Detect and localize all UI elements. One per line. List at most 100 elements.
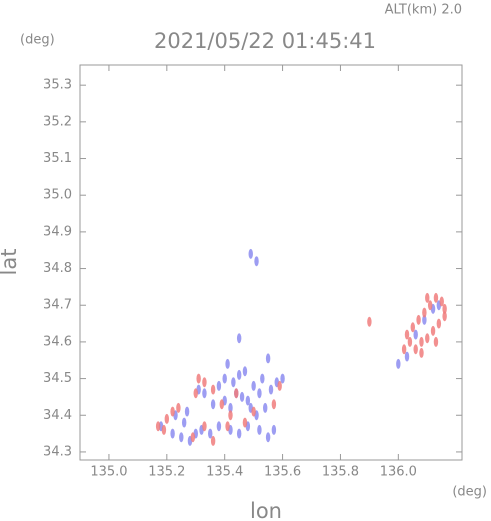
point xyxy=(425,292,430,303)
point xyxy=(260,373,265,384)
point xyxy=(242,366,248,377)
point xyxy=(430,325,436,336)
point xyxy=(181,417,187,428)
point xyxy=(225,421,230,432)
point xyxy=(367,316,372,327)
point xyxy=(427,300,433,311)
point xyxy=(190,432,196,443)
point xyxy=(442,311,447,322)
y-tick-label: 34.8 xyxy=(43,261,72,276)
point xyxy=(170,406,175,417)
point xyxy=(225,358,230,369)
point xyxy=(161,424,167,435)
plot-frame xyxy=(79,64,463,461)
point xyxy=(268,384,274,395)
point xyxy=(396,358,401,369)
point xyxy=(210,384,216,395)
x-axis-label: lon xyxy=(250,499,282,521)
point xyxy=(176,402,181,413)
point xyxy=(407,336,413,347)
point xyxy=(242,417,248,428)
point xyxy=(236,369,242,380)
x-tick-label: 135.8 xyxy=(322,465,359,480)
y-tick-label: 35.0 xyxy=(43,188,72,203)
point xyxy=(404,351,410,362)
point xyxy=(413,329,418,340)
point xyxy=(404,329,410,340)
x-tick-label: 135.2 xyxy=(148,465,185,480)
point xyxy=(251,406,256,417)
point xyxy=(208,428,213,439)
point xyxy=(222,373,227,384)
point xyxy=(164,413,170,424)
point xyxy=(170,428,175,439)
point xyxy=(196,373,201,384)
x-unit: (deg) xyxy=(452,485,487,500)
point xyxy=(210,435,216,446)
point xyxy=(236,428,242,439)
point xyxy=(234,388,239,399)
y-tick-label: 35.2 xyxy=(43,114,72,129)
y-tick-label: 35.1 xyxy=(43,151,72,166)
point xyxy=(422,314,427,325)
point xyxy=(265,432,271,443)
y-axis-label: lat xyxy=(0,249,21,276)
y-unit: (deg) xyxy=(20,33,55,48)
y-tick-label: 35.3 xyxy=(43,78,72,93)
y-tick-label: 34.5 xyxy=(43,371,72,386)
point xyxy=(236,333,242,344)
point xyxy=(277,380,282,391)
point xyxy=(271,399,277,410)
point xyxy=(216,380,222,391)
x-tick-label: 136.0 xyxy=(380,465,417,480)
y-tick-label: 34.7 xyxy=(43,298,72,313)
point xyxy=(216,421,222,432)
y-tick-label: 34.9 xyxy=(43,224,72,239)
point xyxy=(419,347,424,358)
x-tick-label: 135.4 xyxy=(206,465,243,480)
point xyxy=(413,344,418,355)
point xyxy=(422,307,427,318)
point xyxy=(433,336,439,347)
y-tick-label: 34.4 xyxy=(43,408,72,423)
point xyxy=(219,399,225,410)
point xyxy=(245,395,251,406)
point xyxy=(257,424,262,435)
point xyxy=(401,344,407,355)
point xyxy=(271,424,277,435)
point xyxy=(410,322,416,333)
point xyxy=(239,391,245,402)
point xyxy=(416,314,421,325)
point xyxy=(202,377,207,388)
point xyxy=(439,296,444,307)
point xyxy=(193,388,198,399)
point xyxy=(419,336,424,347)
point xyxy=(228,410,233,421)
point xyxy=(425,333,430,344)
point xyxy=(257,388,262,399)
point xyxy=(179,432,184,443)
point xyxy=(436,318,442,329)
y-tick-label: 34.3 xyxy=(43,444,72,459)
altitude-label: ALT(km) 2.0 xyxy=(385,3,462,18)
point xyxy=(442,303,447,314)
point xyxy=(155,421,161,432)
point xyxy=(254,256,259,267)
chart-title: 2021/05/22 01:45:41 xyxy=(154,29,376,53)
y-tick-label: 34.6 xyxy=(43,334,72,349)
point xyxy=(265,353,271,364)
x-tick-label: 135.0 xyxy=(90,465,127,480)
x-tick-label: 135.6 xyxy=(264,465,301,480)
point xyxy=(251,380,256,391)
point xyxy=(280,373,285,384)
point xyxy=(263,402,268,413)
point xyxy=(248,248,253,259)
point xyxy=(433,292,439,303)
point xyxy=(202,421,207,432)
point xyxy=(210,399,216,410)
point xyxy=(231,377,236,388)
point xyxy=(184,406,190,417)
point xyxy=(202,388,207,399)
point xyxy=(228,402,233,413)
